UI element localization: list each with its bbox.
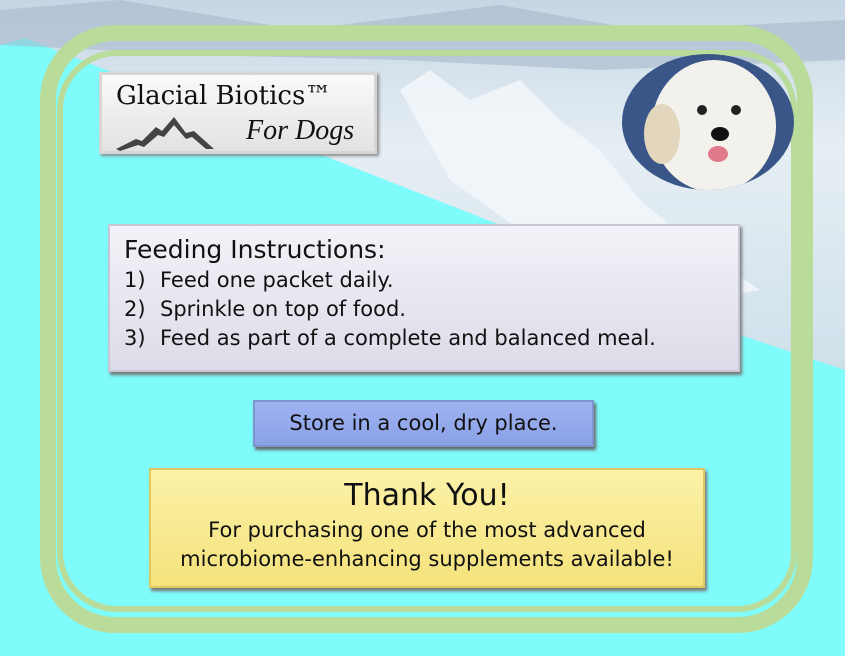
inner-frame bbox=[57, 50, 797, 612]
thank-you-line-1: For purchasing one of the most advanced bbox=[208, 518, 646, 542]
feeding-step: 2) Sprinkle on top of food. bbox=[124, 295, 724, 324]
step-text: Sprinkle on top of food. bbox=[160, 297, 406, 321]
step-number: 1) bbox=[124, 268, 146, 292]
step-number: 3) bbox=[124, 326, 146, 350]
feeding-steps: 1) Feed one packet daily. 2) Sprinkle on t… bbox=[124, 266, 724, 353]
logo-subtitle: For Dogs bbox=[246, 115, 355, 146]
storage-note: Store in a cool, dry place. bbox=[253, 400, 594, 447]
thank-you-line-2: microbiome-enhancing supplements availab… bbox=[180, 547, 674, 571]
feeding-instructions-box: Feeding Instructions: 1) Feed one packet … bbox=[108, 224, 740, 372]
step-text: Feed one packet daily. bbox=[160, 268, 394, 292]
outer-frame bbox=[40, 25, 813, 633]
feeding-step: 1) Feed one packet daily. bbox=[124, 266, 724, 295]
step-text: Feed as part of a complete and balanced … bbox=[160, 326, 656, 350]
thank-you-box: Thank You! For purchasing one of the mos… bbox=[149, 468, 705, 588]
logo-title: Glacial Biotics™ bbox=[116, 81, 332, 111]
feeding-heading: Feeding Instructions: bbox=[124, 235, 386, 264]
dog-photo bbox=[622, 54, 794, 190]
mountain-icon bbox=[116, 117, 214, 151]
feeding-step: 3) Feed as part of a complete and balance… bbox=[124, 324, 724, 353]
step-number: 2) bbox=[124, 297, 146, 321]
brand-logo: Glacial Biotics™ For Dogs bbox=[99, 72, 377, 154]
thank-you-heading: Thank You! bbox=[344, 478, 510, 513]
